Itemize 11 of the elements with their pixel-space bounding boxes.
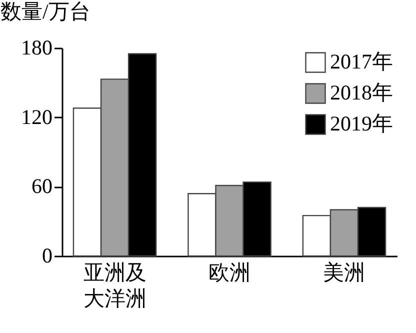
legend-label: 2018年 (330, 80, 393, 104)
x-tick-label: 欧洲 (208, 260, 250, 284)
x-tick-label: 美洲 (323, 260, 366, 284)
y-axis-title: 数量/万台 (0, 0, 90, 24)
y-tick-label: 120 (21, 104, 52, 129)
y-tick-label: 180 (21, 36, 52, 60)
x-tick-label: 亚洲及大洋洲 (83, 260, 146, 310)
legend-label: 2017年 (330, 50, 393, 74)
y-tick-label: 0 (42, 244, 52, 268)
y-tick-label: 60 (32, 174, 52, 198)
legend-label: 2019年 (330, 112, 393, 136)
